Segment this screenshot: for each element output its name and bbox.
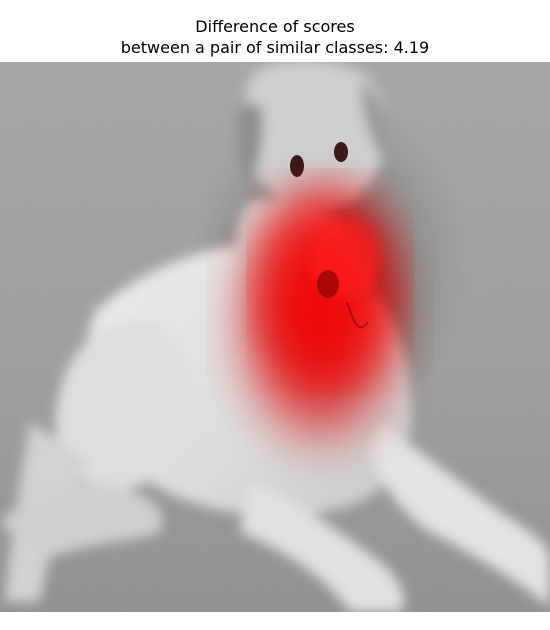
dog-head [245, 62, 385, 212]
title-line-1: Difference of scores [195, 17, 355, 36]
photo-canvas [0, 62, 550, 612]
figure-title: Difference of scores between a pair of s… [0, 16, 550, 58]
dog-front-leg-right [370, 422, 550, 607]
title-line-2: between a pair of similar classes: 4.19 [120, 38, 430, 57]
dog-mouth [346, 301, 369, 329]
saliency-image [0, 62, 550, 612]
dog-ear-left [235, 102, 264, 182]
dog-eye-left [290, 155, 304, 177]
dog-hind-paw [0, 482, 162, 562]
dog-nose [317, 270, 339, 298]
dog-eye-right [334, 142, 348, 162]
dog-hip [55, 321, 192, 490]
dog-ear-right [360, 82, 386, 157]
dog-front-leg-left [240, 482, 404, 612]
